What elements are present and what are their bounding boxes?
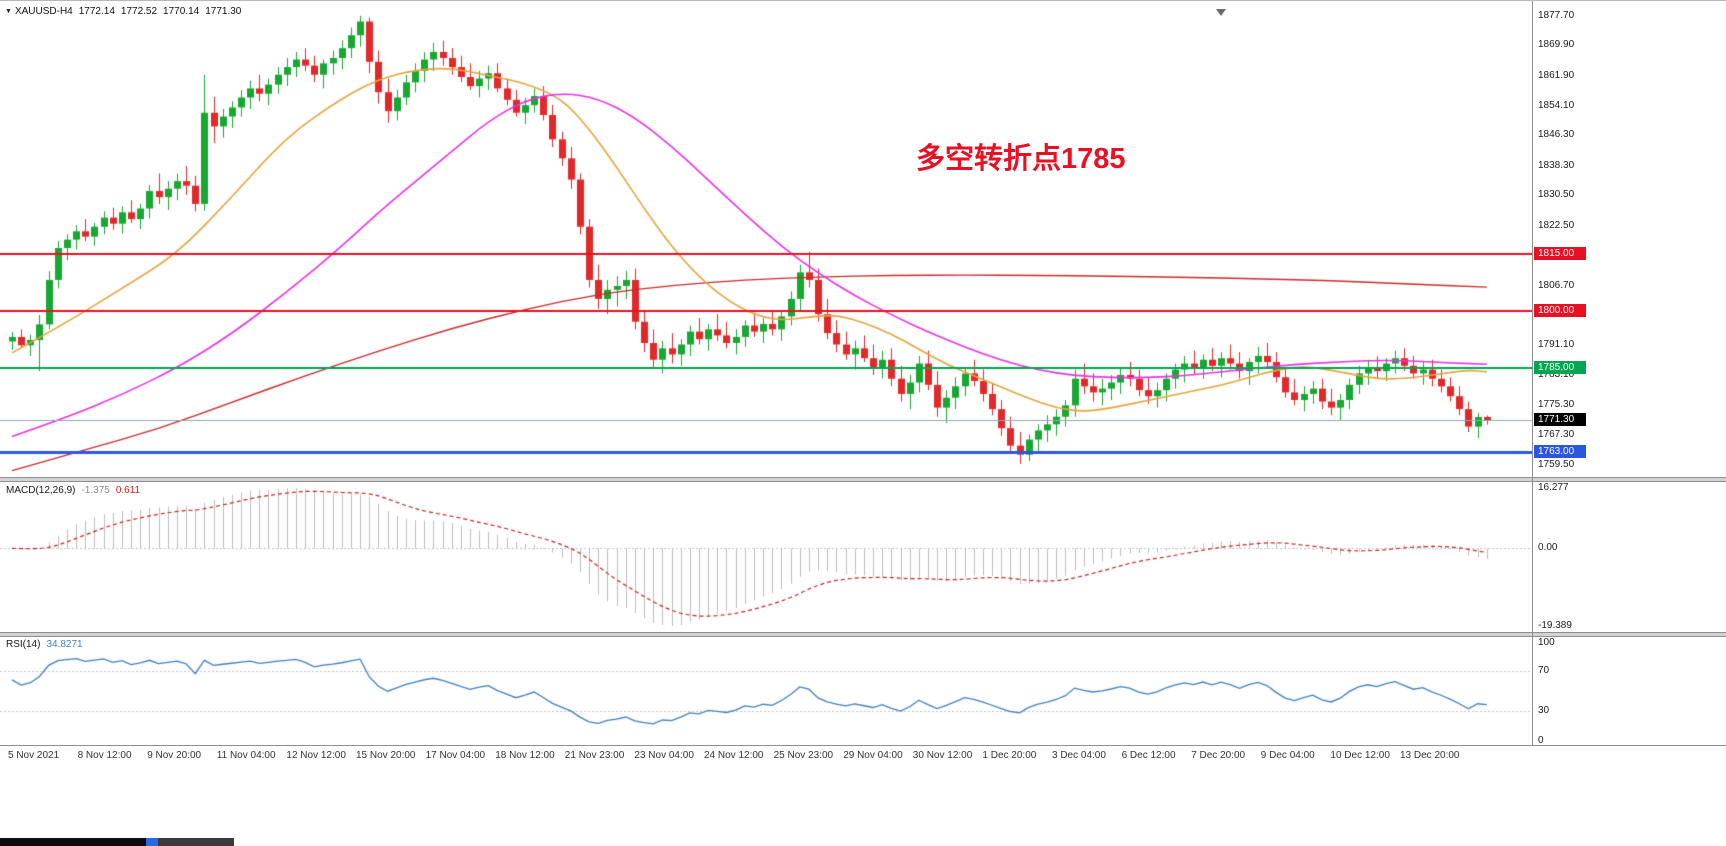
- hline-price-label: 1800.00: [1534, 304, 1586, 318]
- time-axis-label: 7 Dec 20:00: [1191, 750, 1246, 761]
- time-axis-label: 9 Dec 04:00: [1260, 750, 1315, 761]
- rsi-name: RSI(14): [6, 639, 41, 650]
- taskbar-segment[interactable]: [0, 838, 146, 846]
- time-axis-label: 17 Nov 04:00: [425, 750, 486, 761]
- price-tick-label: 1759.50: [1538, 459, 1575, 470]
- macd-name: MACD(12,26,9): [6, 485, 76, 496]
- macd-indicator-label: MACD(12,26,9) -1.375 0.611: [6, 485, 140, 496]
- time-axis-label: 15 Nov 20:00: [356, 750, 416, 761]
- price-tick-label: 1846.30: [1538, 129, 1575, 141]
- macd-axis-label: 16.277: [1538, 482, 1569, 493]
- time-axis-label: 29 Nov 04:00: [843, 750, 903, 761]
- hline-price-label: 1785.00: [1534, 361, 1586, 375]
- time-axis-label: 11 Nov 04:00: [216, 750, 276, 761]
- taskbar-segment[interactable]: [146, 838, 158, 846]
- time-axis-label: 12 Nov 12:00: [286, 750, 346, 761]
- price-tick-label: 1854.10: [1538, 99, 1575, 111]
- low-value: 1770.14: [163, 6, 200, 17]
- time-axis-label: 25 Nov 23:00: [773, 750, 834, 761]
- time-axis-label: 23 Nov 04:00: [634, 750, 694, 761]
- time-axis-label: 1 Dec 20:00: [982, 750, 1037, 761]
- price-tick-label: 1838.30: [1538, 159, 1575, 171]
- time-axis-label: 18 Nov 12:00: [495, 750, 555, 761]
- time-axis-label: 8 Nov 12:00: [77, 750, 132, 761]
- time-axis-label: 3 Dec 04:00: [1052, 750, 1106, 761]
- time-axis-label: 6 Dec 12:00: [1121, 750, 1176, 761]
- rsi-axis-label: 0: [1538, 735, 1544, 746]
- symbol-dropdown-arrow-icon: ▼: [5, 8, 12, 15]
- time-axis-border: [0, 745, 1726, 746]
- time-axis-label: 30 Nov 12:00: [912, 750, 973, 761]
- price-tick-label: 1791.10: [1538, 338, 1575, 350]
- chart-shift-marker-icon[interactable]: [1216, 9, 1226, 16]
- macd-main-value: -1.375: [81, 485, 110, 496]
- panel-separator-macd[interactable]: [0, 477, 1726, 482]
- rsi-value: 34.8271: [46, 639, 83, 650]
- price-tick-label: 1806.70: [1538, 279, 1575, 291]
- macd-axis[interactable]: 16.277 0.00 -19.389: [1533, 482, 1725, 632]
- macd-axis-label: 0.00: [1538, 542, 1558, 554]
- macd-signal-value: 0.611: [115, 485, 141, 496]
- price-tick-label: 1775.30: [1538, 398, 1575, 410]
- price-tick-label: 1783.10: [1538, 369, 1575, 381]
- rsi-axis-label: 70: [1538, 665, 1550, 676]
- symbol-period-label: XAUUSD-H4: [14, 6, 73, 17]
- ohlc-readout: ▼ XAUUSD-H4 1772.14 1772.52 1770.14 1771.30: [5, 6, 241, 17]
- price-tick-label: 1767.30: [1538, 429, 1575, 441]
- time-axis-label: 21 Nov 23:00: [564, 750, 625, 761]
- time-axis[interactable]: 5 Nov 2021 8 Nov 12:00 9 Nov 20:00 11 Nov 0…: [0, 747, 1726, 767]
- time-axis-label: 24 Nov 12:00: [704, 750, 764, 761]
- time-axis-label: 9 Nov 20:00: [147, 750, 202, 761]
- open-value: 1772.14: [78, 6, 115, 17]
- rsi-axis-label: 30: [1538, 705, 1550, 716]
- rsi-axis[interactable]: 100 70 30 0: [1533, 637, 1725, 746]
- price-tick-label: 1869.90: [1538, 39, 1575, 51]
- price-tick-label: 1830.50: [1538, 189, 1575, 201]
- time-axis-label: 10 Dec 12:00: [1330, 750, 1390, 761]
- taskbar-fragment[interactable]: [0, 838, 234, 846]
- price-axis-border: [1532, 1, 1533, 746]
- price-tick-label: 1861.90: [1538, 69, 1575, 81]
- rsi-indicator-label: RSI(14) 34.8271: [6, 639, 83, 650]
- price-tick-label: 1822.50: [1538, 219, 1575, 231]
- time-axis-label: 5 Nov 2021: [8, 750, 60, 761]
- current-price-label: 1771.30: [1534, 413, 1586, 427]
- close-value: 1771.30: [205, 6, 242, 17]
- macd-canvas[interactable]: [0, 482, 1532, 632]
- annotation-text: 多空转折点1785: [916, 143, 1126, 175]
- time-axis-label: 13 Dec 20:00: [1400, 750, 1460, 761]
- high-value: 1772.52: [120, 6, 158, 17]
- taskbar-segment[interactable]: [158, 838, 234, 846]
- rsi-axis-label: 100: [1538, 637, 1555, 648]
- hline-price-label: 1815.00: [1534, 247, 1586, 261]
- price-tick-label: 1877.70: [1538, 9, 1575, 21]
- price-axis[interactable]: 1877.70 1869.90 1861.90 1854.10 1846.30 1838.…: [1533, 1, 1725, 477]
- rsi-canvas[interactable]: [0, 637, 1532, 745]
- hline-price-label: 1763.00: [1534, 444, 1586, 458]
- price-chart-canvas[interactable]: [0, 1, 1532, 478]
- macd-axis-label: -19.389: [1538, 620, 1572, 631]
- panel-separator-rsi[interactable]: [0, 632, 1726, 637]
